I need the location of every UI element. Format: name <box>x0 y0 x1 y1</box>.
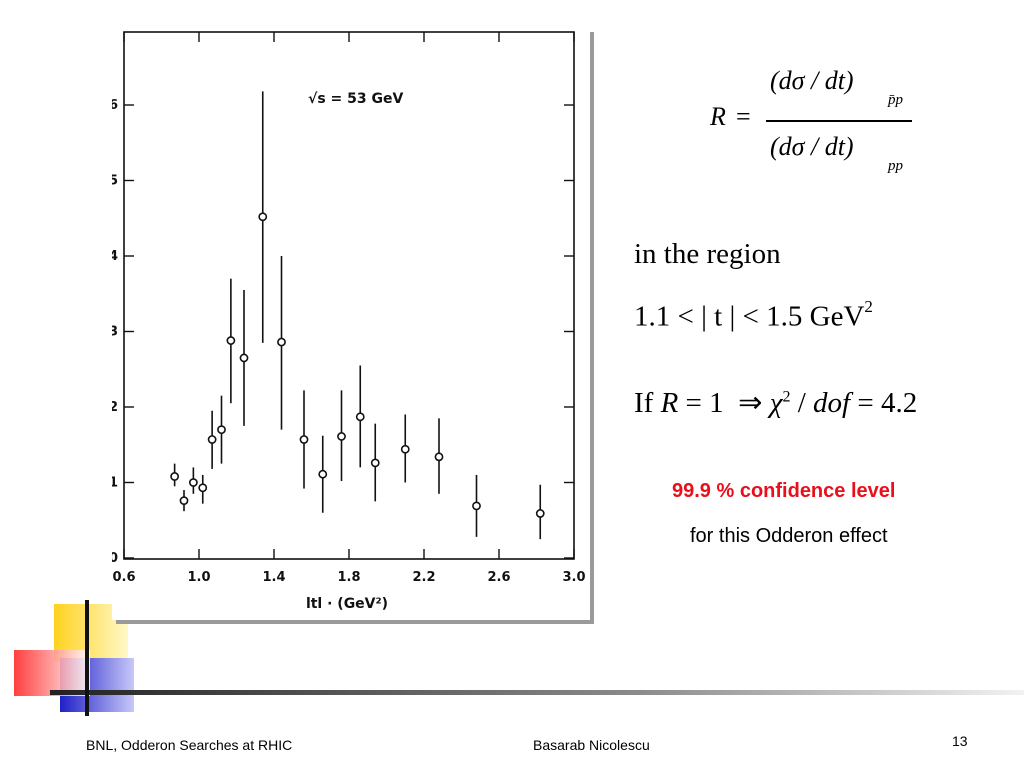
y-tick-label: 6 <box>112 98 118 113</box>
data-point <box>299 435 309 444</box>
y-tick-label: 3 <box>112 325 118 340</box>
y-tick-label: 4 <box>112 249 118 264</box>
data-point <box>337 432 346 441</box>
scatter-chart: 0 1 2 3 4 5 6 0.6 1.0 1.4 1.8 2.2 2.6 3.0 √s = 53 GeV l… <box>112 31 586 612</box>
data-point <box>472 501 481 511</box>
chi-squared-statement: If R = 1 ⇒ χ2 / dof = 4.2 <box>634 385 917 420</box>
formula-denominator: (dσ / dt) <box>770 132 854 161</box>
region-range-exponent: 2 <box>864 297 873 316</box>
formula-numerator: (dσ / dt) <box>770 66 854 95</box>
chi-value: = 4.2 <box>857 387 918 419</box>
formula-equals: = <box>736 102 751 131</box>
confidence-level: 99.9 % confidence level <box>672 480 896 502</box>
implies-arrow: ⇒ <box>738 387 763 419</box>
data-point <box>318 469 328 479</box>
data-point <box>277 337 286 347</box>
x-tick-label: 2.6 <box>487 570 510 585</box>
y-tick-label: 0 <box>112 551 118 566</box>
y-tick-label: 5 <box>112 174 118 189</box>
data-point <box>239 353 249 363</box>
data-point <box>355 412 365 422</box>
x-tick-label: 0.6 <box>112 570 135 585</box>
energy-annotation: √s = 53 GeV <box>308 91 403 107</box>
region-range: 1.1 < | t | < 1.5 GeV2 <box>634 297 873 334</box>
data-point <box>370 458 380 468</box>
region-range-text: 1.1 < | t | < 1.5 GeV <box>634 300 865 333</box>
formula-lhs: R <box>710 102 726 131</box>
data-point <box>400 444 410 454</box>
fraction-bar <box>766 120 912 122</box>
footer-author: Basarab Nicolescu <box>533 737 650 753</box>
data-point <box>535 509 545 518</box>
x-tick-label: 1.8 <box>337 570 360 585</box>
x-tick-label: 1.4 <box>262 570 285 585</box>
y-tick-label: 2 <box>112 400 118 415</box>
chi-slash: / <box>797 387 806 419</box>
data-point <box>198 483 208 493</box>
region-heading: in the region <box>634 238 781 270</box>
dof-text: dof <box>813 387 851 419</box>
formula-numerator-subscript: p̄p <box>888 92 903 108</box>
data-point <box>226 336 236 345</box>
formula-denominator-subscript: pp <box>888 158 903 174</box>
y-tick-label: 1 <box>112 476 118 491</box>
x-tick-label: 3.0 <box>562 570 585 585</box>
data-point <box>434 452 444 462</box>
data-point <box>170 472 180 481</box>
data-point <box>258 212 268 222</box>
data-point <box>217 425 226 435</box>
x-axis-label: ltl · (GeV²) <box>306 596 388 612</box>
footer-title: BNL, Odderon Searches at RHIC <box>86 737 293 753</box>
deco-blue-square <box>60 658 134 712</box>
x-tick-label: 2.2 <box>412 570 435 585</box>
deco-vertical-line <box>85 600 89 716</box>
deco-red-square <box>14 650 90 696</box>
chart-panel: 0 1 2 3 4 5 6 0.6 1.0 1.4 1.8 2.2 2.6 3.0 √s = 53 GeV l… <box>112 28 590 620</box>
deco-horizontal-line <box>50 690 1024 695</box>
chi-if-text: If <box>634 387 654 419</box>
chi-symbol: χ <box>769 387 783 419</box>
page-number: 13 <box>952 733 968 749</box>
data-point <box>188 478 198 487</box>
data-point <box>179 496 189 506</box>
chi-r-symbol: R <box>660 387 679 419</box>
chi-eq-one: = 1 <box>685 387 724 419</box>
ratio-formula: R = (dσ / dt) p̄p (dσ / dt) pp <box>700 62 940 182</box>
x-tick-label: 1.0 <box>187 570 210 585</box>
data-point <box>207 435 217 444</box>
odderon-effect-text: for this Odderon effect <box>690 525 888 547</box>
chi-exponent: 2 <box>782 388 791 406</box>
